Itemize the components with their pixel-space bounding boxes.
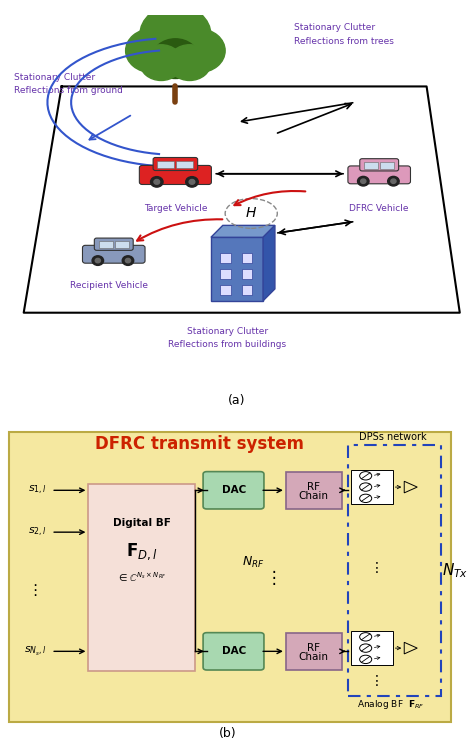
FancyBboxPatch shape: [286, 472, 341, 509]
Text: Reflections from buildings: Reflections from buildings: [168, 341, 287, 350]
FancyBboxPatch shape: [351, 470, 392, 504]
Text: RF: RF: [307, 643, 320, 653]
Text: $N_{Tx}$: $N_{Tx}$: [442, 562, 468, 580]
FancyBboxPatch shape: [139, 166, 211, 184]
Circle shape: [151, 177, 163, 187]
FancyBboxPatch shape: [115, 241, 129, 248]
FancyBboxPatch shape: [242, 253, 252, 263]
FancyBboxPatch shape: [9, 432, 451, 722]
Text: $\vdots$: $\vdots$: [27, 582, 38, 598]
FancyBboxPatch shape: [153, 157, 198, 171]
Text: $\vdots$: $\vdots$: [369, 560, 379, 575]
Text: Reflections from ground: Reflections from ground: [14, 86, 123, 95]
Circle shape: [140, 5, 211, 64]
Text: $\mathit{H}$: $\mathit{H}$: [245, 207, 257, 220]
FancyBboxPatch shape: [99, 241, 113, 248]
Circle shape: [189, 180, 195, 184]
Text: (b): (b): [219, 727, 237, 740]
Text: $\mathbf{F}_{D,l}$: $\mathbf{F}_{D,l}$: [126, 542, 157, 562]
FancyBboxPatch shape: [380, 162, 394, 169]
Text: DAC: DAC: [222, 485, 246, 495]
Text: $\in\mathbb{C}^{N_s\times N_{RF}}$: $\in\mathbb{C}^{N_s\times N_{RF}}$: [117, 570, 166, 584]
Text: Stationary Clutter: Stationary Clutter: [14, 73, 95, 82]
FancyBboxPatch shape: [82, 246, 145, 263]
Circle shape: [388, 176, 399, 186]
FancyBboxPatch shape: [286, 633, 341, 670]
Text: Stationary Clutter: Stationary Clutter: [187, 327, 268, 336]
Text: DFRC transmit system: DFRC transmit system: [95, 434, 304, 452]
Text: Chain: Chain: [299, 652, 328, 662]
Text: $N_{RF}$: $N_{RF}$: [242, 555, 264, 570]
FancyBboxPatch shape: [88, 484, 195, 670]
Text: Digital BF: Digital BF: [113, 518, 171, 527]
FancyBboxPatch shape: [176, 161, 193, 168]
FancyBboxPatch shape: [94, 238, 133, 250]
Text: $\vdots$: $\vdots$: [369, 673, 379, 688]
FancyBboxPatch shape: [220, 253, 231, 263]
Text: RF: RF: [307, 482, 320, 492]
Circle shape: [154, 180, 160, 184]
Text: $\vdots$: $\vdots$: [265, 568, 276, 586]
Circle shape: [122, 255, 134, 265]
FancyBboxPatch shape: [220, 269, 231, 279]
Circle shape: [173, 29, 225, 73]
Text: Analog BF  $\mathbf{F}_{RF}$: Analog BF $\mathbf{F}_{RF}$: [356, 698, 424, 711]
Text: Target Vehicle: Target Vehicle: [144, 204, 207, 213]
FancyBboxPatch shape: [203, 633, 264, 670]
Circle shape: [125, 258, 131, 263]
Text: $s_{2,l}$: $s_{2,l}$: [27, 526, 46, 539]
Text: DPSs network: DPSs network: [359, 432, 427, 442]
FancyBboxPatch shape: [203, 472, 264, 509]
Text: Chain: Chain: [299, 491, 328, 501]
Polygon shape: [211, 225, 275, 237]
Circle shape: [357, 176, 369, 186]
FancyBboxPatch shape: [360, 159, 399, 171]
FancyBboxPatch shape: [242, 269, 252, 279]
Circle shape: [391, 179, 396, 184]
Text: Stationary Clutter: Stationary Clutter: [294, 23, 375, 32]
Text: DAC: DAC: [222, 646, 246, 656]
Polygon shape: [263, 225, 275, 301]
Circle shape: [126, 29, 178, 73]
Circle shape: [95, 258, 100, 263]
FancyBboxPatch shape: [364, 162, 378, 169]
Text: Reflections from trees: Reflections from trees: [294, 37, 394, 46]
FancyBboxPatch shape: [348, 166, 410, 184]
Circle shape: [361, 179, 366, 184]
FancyBboxPatch shape: [157, 161, 174, 168]
Text: $s_{N_s,l}$: $s_{N_s,l}$: [24, 645, 46, 658]
Text: (a): (a): [228, 393, 246, 407]
Text: $s_{1,l}$: $s_{1,l}$: [27, 484, 46, 497]
Text: Recipient Vehicle: Recipient Vehicle: [70, 281, 148, 290]
Circle shape: [140, 45, 182, 80]
FancyBboxPatch shape: [351, 631, 392, 665]
Circle shape: [168, 45, 211, 80]
Circle shape: [92, 255, 104, 265]
FancyBboxPatch shape: [220, 285, 231, 295]
Text: DFRC Vehicle: DFRC Vehicle: [349, 204, 409, 213]
FancyBboxPatch shape: [242, 285, 252, 295]
FancyBboxPatch shape: [211, 237, 263, 301]
Circle shape: [186, 177, 198, 187]
Circle shape: [152, 39, 199, 79]
